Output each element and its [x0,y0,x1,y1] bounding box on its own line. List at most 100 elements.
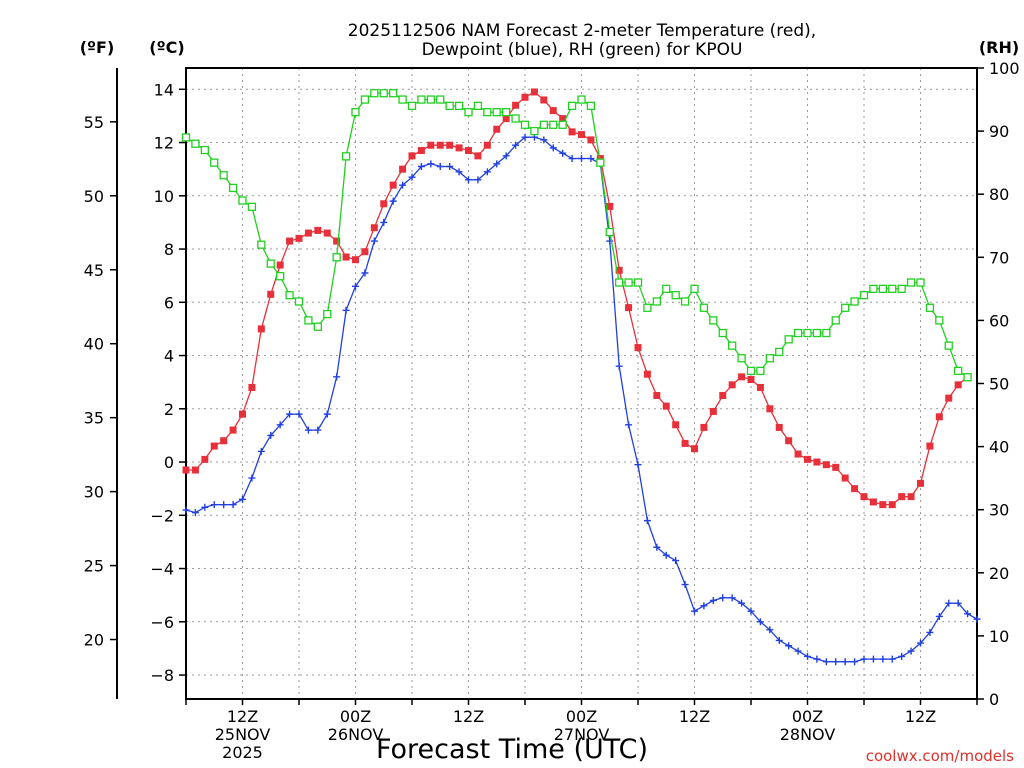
rh-point [257,240,266,249]
rh-point [436,95,445,104]
temperature-point [370,224,378,232]
rh-point [671,291,680,300]
dewpoint-point [756,618,764,626]
temperature-point [738,373,746,381]
temperature-point [860,493,868,501]
rh-point [699,303,709,312]
rh-point [906,278,916,287]
rh-point [389,89,398,98]
rh-tick-label: 70 [989,248,1009,267]
temperature-point [455,144,463,152]
dewpoint-point [239,495,246,503]
dewpoint-point [399,181,407,189]
rh-point [850,297,859,306]
rh-point [615,278,624,287]
temperature-point [756,383,764,391]
rh-point [652,297,661,306]
dewpoint-point [775,636,783,644]
temperature-point [945,394,953,402]
rh-point [502,108,511,117]
temperature-point [304,229,312,237]
temperature-point [691,445,698,453]
celsius-tick-label: 4 [164,347,174,366]
dewpoint-point [578,155,585,163]
dewpoint-point [747,607,755,615]
rh-point [633,278,643,287]
rh-point [454,101,464,111]
temperature-point [549,107,557,115]
temperature-point [822,461,830,469]
dewpoint-point [267,431,275,439]
rh-point [718,328,727,338]
rh-point [878,284,887,294]
x-tick-label: 26NOV [328,725,384,744]
temperature-point [568,128,576,136]
temperature-point [512,101,520,109]
dewpoint-point [361,269,369,277]
temperature-point [333,237,341,245]
temperature-point [662,402,670,410]
chart-subtitle: Dewpoint (blue), RH (green) for KPOU [422,40,743,60]
rh-point [558,120,567,129]
dewpoint-point [502,152,510,160]
rh-point [313,322,322,331]
rh-point [426,95,435,104]
x-tick-label: 00Z [340,707,371,726]
celsius-tick-label: 10 [154,187,174,206]
rh-tick-label: 30 [989,501,1009,520]
rh-point [294,297,304,306]
temperature-point [888,501,896,509]
temperature-point [389,181,397,189]
dewpoint-point [512,141,520,149]
celsius-axis: −8 −6 −4 −2 0 2 4 6 8 10 12 14 [150,80,186,685]
temperature-point [474,152,482,160]
temperature-point [408,152,416,160]
dewpoint-point [323,410,331,418]
celsius-tick-label: 2 [164,400,174,419]
series-layer [181,88,981,666]
x-tick-label: 00Z [566,707,597,726]
chart-title: 2025112506 NAM Forecast 2-meter Temperat… [348,21,816,41]
temperature-point [201,455,209,463]
rh-point [332,253,341,262]
celsius-tick-label: 8 [164,240,174,259]
rh-point [765,354,774,363]
temperature-point [248,383,256,391]
rh-point [407,101,417,111]
fahrenheit-unit-label: (ºF) [80,38,115,57]
celsius-tick-label: −6 [150,613,174,632]
temperature-point [747,376,755,384]
dewpoint-point [389,197,397,205]
dewpoint-point [295,410,303,418]
temperature-point [681,439,689,447]
rh-point [219,171,228,180]
celsius-tick-label: 12 [154,134,174,153]
dewpoint-point [860,655,868,663]
temperature-point [935,413,943,421]
dewpoint-point [549,144,557,152]
rh-series [181,89,972,382]
temperature-point [295,234,303,242]
rh-point [756,366,765,376]
temperature-point [719,391,727,399]
rh-point [916,278,925,287]
rh-point [963,373,972,382]
dewpoint-point [700,602,708,610]
dewpoint-point [672,557,680,565]
dewpoint-point [945,599,953,607]
temperature-point [653,391,661,399]
dewpoint-point [286,410,294,418]
rh-point [897,284,906,294]
dewpoint-point [314,426,322,434]
rh-point [323,309,332,319]
rh-line [185,92,968,378]
rh-point [680,297,690,306]
rh-point [492,108,501,117]
dewpoint-point [738,599,746,607]
dewpoint-point [229,501,237,509]
dewpoint-point [785,642,793,650]
dewpoint-point [879,655,887,663]
x-tick-label: 12Z [227,707,258,726]
rh-point [596,158,605,167]
rh-point [746,366,756,376]
